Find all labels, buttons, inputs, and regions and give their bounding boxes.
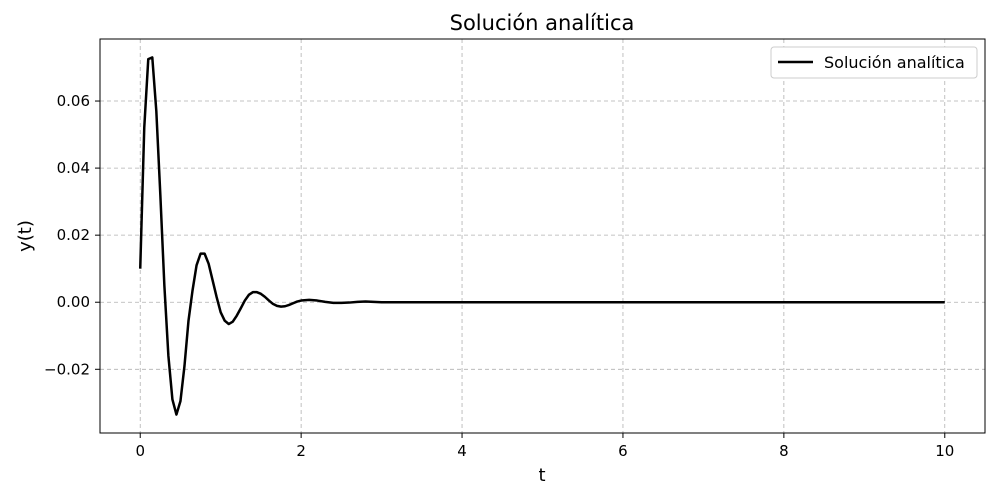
x-tick-label: 10: [935, 442, 954, 460]
grid-lines: [100, 39, 985, 433]
y-tick-label: 0.06: [57, 92, 90, 110]
y-tick-label: −0.02: [44, 360, 90, 378]
plot-frame: [99, 38, 986, 434]
x-tick-label: 4: [457, 442, 467, 460]
x-tick-label: 0: [135, 442, 145, 460]
x-tick-label: 2: [296, 442, 306, 460]
x-tick-label: 8: [779, 442, 789, 460]
y-axis-title: y(t): [15, 220, 36, 252]
y-tick-label: 0.04: [57, 159, 90, 177]
x-axis-title: t: [538, 465, 545, 486]
x-tick-label: 6: [618, 442, 628, 460]
series-line: [138, 56, 945, 416]
y-tick-label: 0.02: [57, 226, 90, 244]
axis-ticks: 0 2 4 6 8 10 −0.02 0.00 0.02 0.04 0.06: [44, 92, 954, 460]
legend: Solución analítica: [770, 46, 978, 79]
y-tick-label: 0.00: [57, 293, 90, 311]
legend-box: [770, 46, 978, 79]
legend-label: Solución analítica: [824, 53, 965, 72]
chart-title: Solución analítica: [450, 11, 635, 35]
